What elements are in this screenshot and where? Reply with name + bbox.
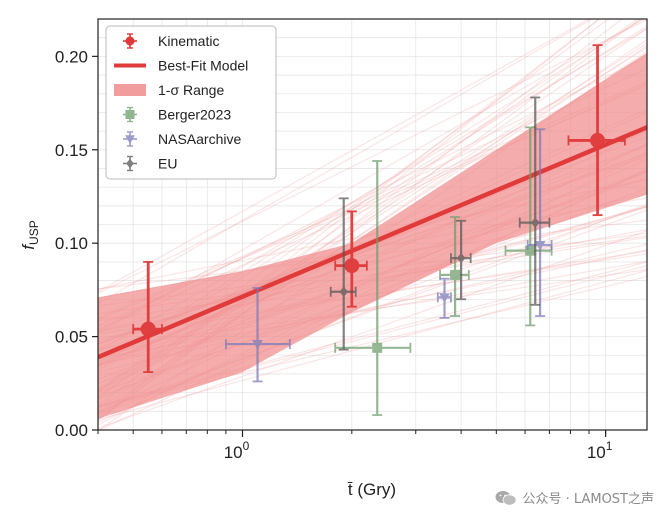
- point-eu: [450, 219, 472, 301]
- legend: Kinematic Best-Fit Model 1-σ Range Berger20…: [105, 25, 277, 180]
- point-berger2023: [334, 160, 412, 416]
- marker-nasaarchive: [439, 293, 450, 303]
- posterior-trace: [98, 19, 594, 305]
- legend-label: Berger2023: [158, 107, 231, 123]
- legend-label: 1-σ Range: [158, 82, 224, 98]
- point-eu: [329, 197, 357, 351]
- marker-nasaarchive: [534, 240, 546, 251]
- point-kinematic: [132, 260, 163, 373]
- point-berger2023: [504, 126, 553, 327]
- legend-marker: [125, 135, 135, 145]
- legend-swatch: [123, 131, 137, 147]
- sigma-band: [98, 52, 647, 419]
- legend-frame: [105, 25, 277, 180]
- legend-swatch: [123, 155, 137, 172]
- legend-label: NASAarchive: [158, 131, 241, 147]
- point-nasaarchive: [436, 277, 452, 319]
- marker-berger2023: [372, 342, 383, 353]
- y-tick-label: 0.05: [55, 328, 88, 347]
- point-nasaarchive: [224, 287, 291, 383]
- marker-eu: [339, 286, 348, 298]
- legend-marker: [125, 110, 135, 119]
- y-tick-label: 0.20: [55, 47, 88, 66]
- legend-item-eu: EU: [123, 156, 177, 172]
- legend-swatch: [114, 84, 146, 96]
- legend-item-kinematic: Kinematic: [123, 33, 219, 49]
- legend-label: EU: [158, 156, 177, 172]
- marker-nasaarchive: [252, 339, 263, 350]
- legend-label: Best-Fit Model: [158, 58, 248, 74]
- posterior-trace: [98, 230, 647, 429]
- legend-item-best-fit-model: Best-Fit Model: [114, 58, 248, 74]
- legend-swatch: [123, 106, 137, 123]
- legend-marker: [126, 158, 134, 169]
- y-axis-label: fUSP: [19, 220, 41, 249]
- legend-label: Kinematic: [158, 33, 219, 49]
- best-fit-layer: [98, 125, 647, 360]
- watermark: 公众号 · LAMOST之声: [495, 488, 654, 507]
- x-axis-label: t̄ (Gry): [347, 480, 396, 499]
- x-tick-label: 100: [224, 439, 250, 462]
- plot-frame: [97, 18, 648, 431]
- data-points: [132, 44, 626, 416]
- posterior-trace: [98, 19, 591, 293]
- sigma-band-layer: [98, 52, 647, 419]
- marker-kinematic: [140, 321, 156, 337]
- marker-eu: [531, 217, 540, 228]
- marker-eu: [456, 252, 466, 264]
- posterior-trace: [98, 19, 645, 334]
- legend-item-nasaarchive: NASAarchive: [123, 131, 241, 147]
- marker-kinematic: [590, 132, 606, 148]
- y-tick-label: 0.00: [55, 421, 88, 440]
- wechat-icon: [495, 490, 516, 506]
- x-tick-label: 101: [587, 439, 613, 462]
- legend-marker: [125, 36, 135, 46]
- point-eu: [518, 96, 551, 306]
- legend-item-berger2023: Berger2023: [123, 107, 231, 123]
- posterior-trace: [98, 19, 647, 294]
- legend-swatch: [123, 33, 137, 49]
- watermark-text: 公众号 · LAMOST之声: [522, 492, 654, 507]
- marker-berger2023: [450, 269, 461, 280]
- y-tick-label: 0.15: [55, 141, 88, 160]
- marker-kinematic: [344, 258, 360, 274]
- axis-ticks: 0.00 0.05 0.10 0.15 0.20 100 101: [55, 47, 613, 462]
- legend-item-1-range: 1-σ Range: [114, 82, 224, 98]
- point-kinematic: [567, 44, 626, 217]
- y-tick-label: 0.10: [55, 234, 88, 253]
- best-fit-line: [98, 125, 647, 360]
